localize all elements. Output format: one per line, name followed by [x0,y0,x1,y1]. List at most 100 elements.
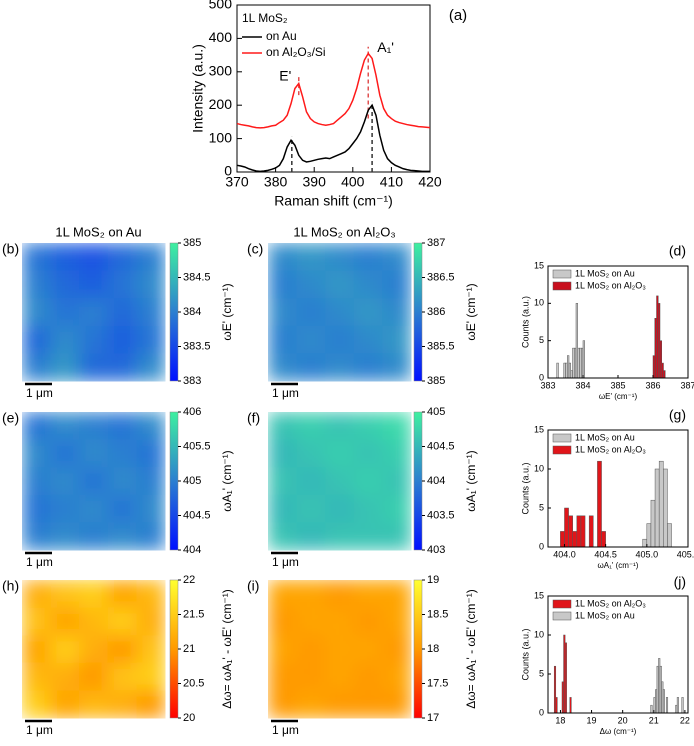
heatmap-cell [382,607,412,636]
heatmap-cell [325,298,355,327]
histogram-bar [650,704,653,714]
histogram-bar [667,523,672,548]
heatmap-image [22,243,166,382]
histogram-bar [662,689,665,714]
histogram-bar [580,515,586,548]
x-tick-label: 420 [418,174,442,190]
colorbar-tick-label: 386 [427,306,445,318]
heatmap-cell [353,412,383,441]
histogram-bar [575,303,578,379]
heatmap-cell [136,270,166,299]
heatmap-cell [79,325,109,354]
x-tick-label: 385 [610,380,625,390]
heatmap-cell [268,467,298,496]
heatmap-cell [296,494,326,523]
histogram-bar [654,468,660,548]
colorbar-label: ωA₁' (cm⁻¹) [220,450,234,511]
heatmap-cell [107,690,137,719]
heatmap-cell [107,607,137,636]
x-tick-label: 404.5 [594,549,617,559]
heatmap-cell [325,270,355,299]
heatmap-cell [268,690,298,719]
histogram-bar [579,347,582,379]
heatmap-cell [79,522,109,551]
heatmap-cell [353,522,383,551]
colorbar-tick-label: 404.5 [183,509,211,521]
heatmap-cell [296,353,326,382]
heatmap-cell [268,662,298,691]
heatmap-cell [22,353,52,382]
scale-bar-label: 1 μm [272,723,299,737]
x-tick-label: 387 [680,380,694,390]
line-series [236,52,431,129]
plot-frame [547,595,689,714]
heatmap-cell [353,580,383,609]
colorbar-tick-label: 406 [183,406,201,418]
plot-frame [236,4,431,173]
histogram-bar [650,499,656,548]
heatmap-cell [22,690,52,719]
histogram-bar [663,370,666,379]
heatmap-cell [50,522,80,551]
y-tick-label: 100 [209,129,233,145]
legend-label: 1L MoS₂ on Au [575,610,635,620]
y-tick-label: 0 [539,541,544,551]
heatmap-cell [79,467,109,496]
heatmap-cell [50,439,80,468]
x-tick-label: 383 [540,380,555,390]
histogram-bar [568,515,573,548]
colorbar [169,411,179,551]
heatmap-cell [296,439,326,468]
heatmap-image [268,580,412,719]
heatmap-cell [22,607,52,636]
histogram-bar [576,515,582,548]
heatmap-cell [79,690,109,719]
heatmap-cell [296,522,326,551]
scale-bar-label: 1 μm [272,386,299,400]
colorbar-tick-label: 21 [183,643,195,655]
heatmap-cell [353,298,383,327]
heatmap-cell [382,353,412,382]
histogram-bar [581,347,584,379]
heatmap-cell [353,439,383,468]
colorbar-tick-label: 18 [427,643,439,655]
line-series [236,103,430,173]
colorbar-tick-label: 403 [427,544,445,556]
heatmap-cell [107,439,137,468]
heatmap-cell [50,662,80,691]
heatmap-cell [325,607,355,636]
colorbar-tick-label: 18.5 [427,608,448,620]
histogram-bar [588,515,594,548]
colorbar-tick-label: 20.5 [183,677,204,689]
histogram-bar [681,697,684,714]
y-tick-label: 10 [534,298,544,308]
heatmap-cell [22,635,52,664]
heatmap-cell [107,353,137,382]
legend-swatch [552,611,572,621]
histogram-bar [572,531,578,548]
histogram-bar [574,347,577,379]
heatmap-cell [382,662,412,691]
histogram-bar [568,362,571,379]
heatmap-cell [325,412,355,441]
heatmap-cell [268,494,298,523]
heatmap-cell [325,353,355,382]
heatmap-cell [325,243,355,272]
heatmap-cell [353,494,383,523]
colorbar [413,579,423,719]
heatmap-image [268,412,412,551]
heatmap-cell [79,635,109,664]
colorbar-tick-label: 385 [427,375,445,387]
histogram-bar [656,295,659,379]
heatmap-cell [79,494,109,523]
y-tick-label: 5 [539,335,544,345]
scale-bar-label: 1 μm [26,386,53,400]
y-tick-label: 15 [534,424,544,434]
heatmap-cell [136,439,166,468]
heatmap-cell [136,494,166,523]
heatmap-cell [50,690,80,719]
heatmap-cell [382,580,412,609]
heatmap-cell [268,243,298,272]
scale-bar-label: 1 μm [272,555,299,569]
legend-swatch [552,433,572,443]
